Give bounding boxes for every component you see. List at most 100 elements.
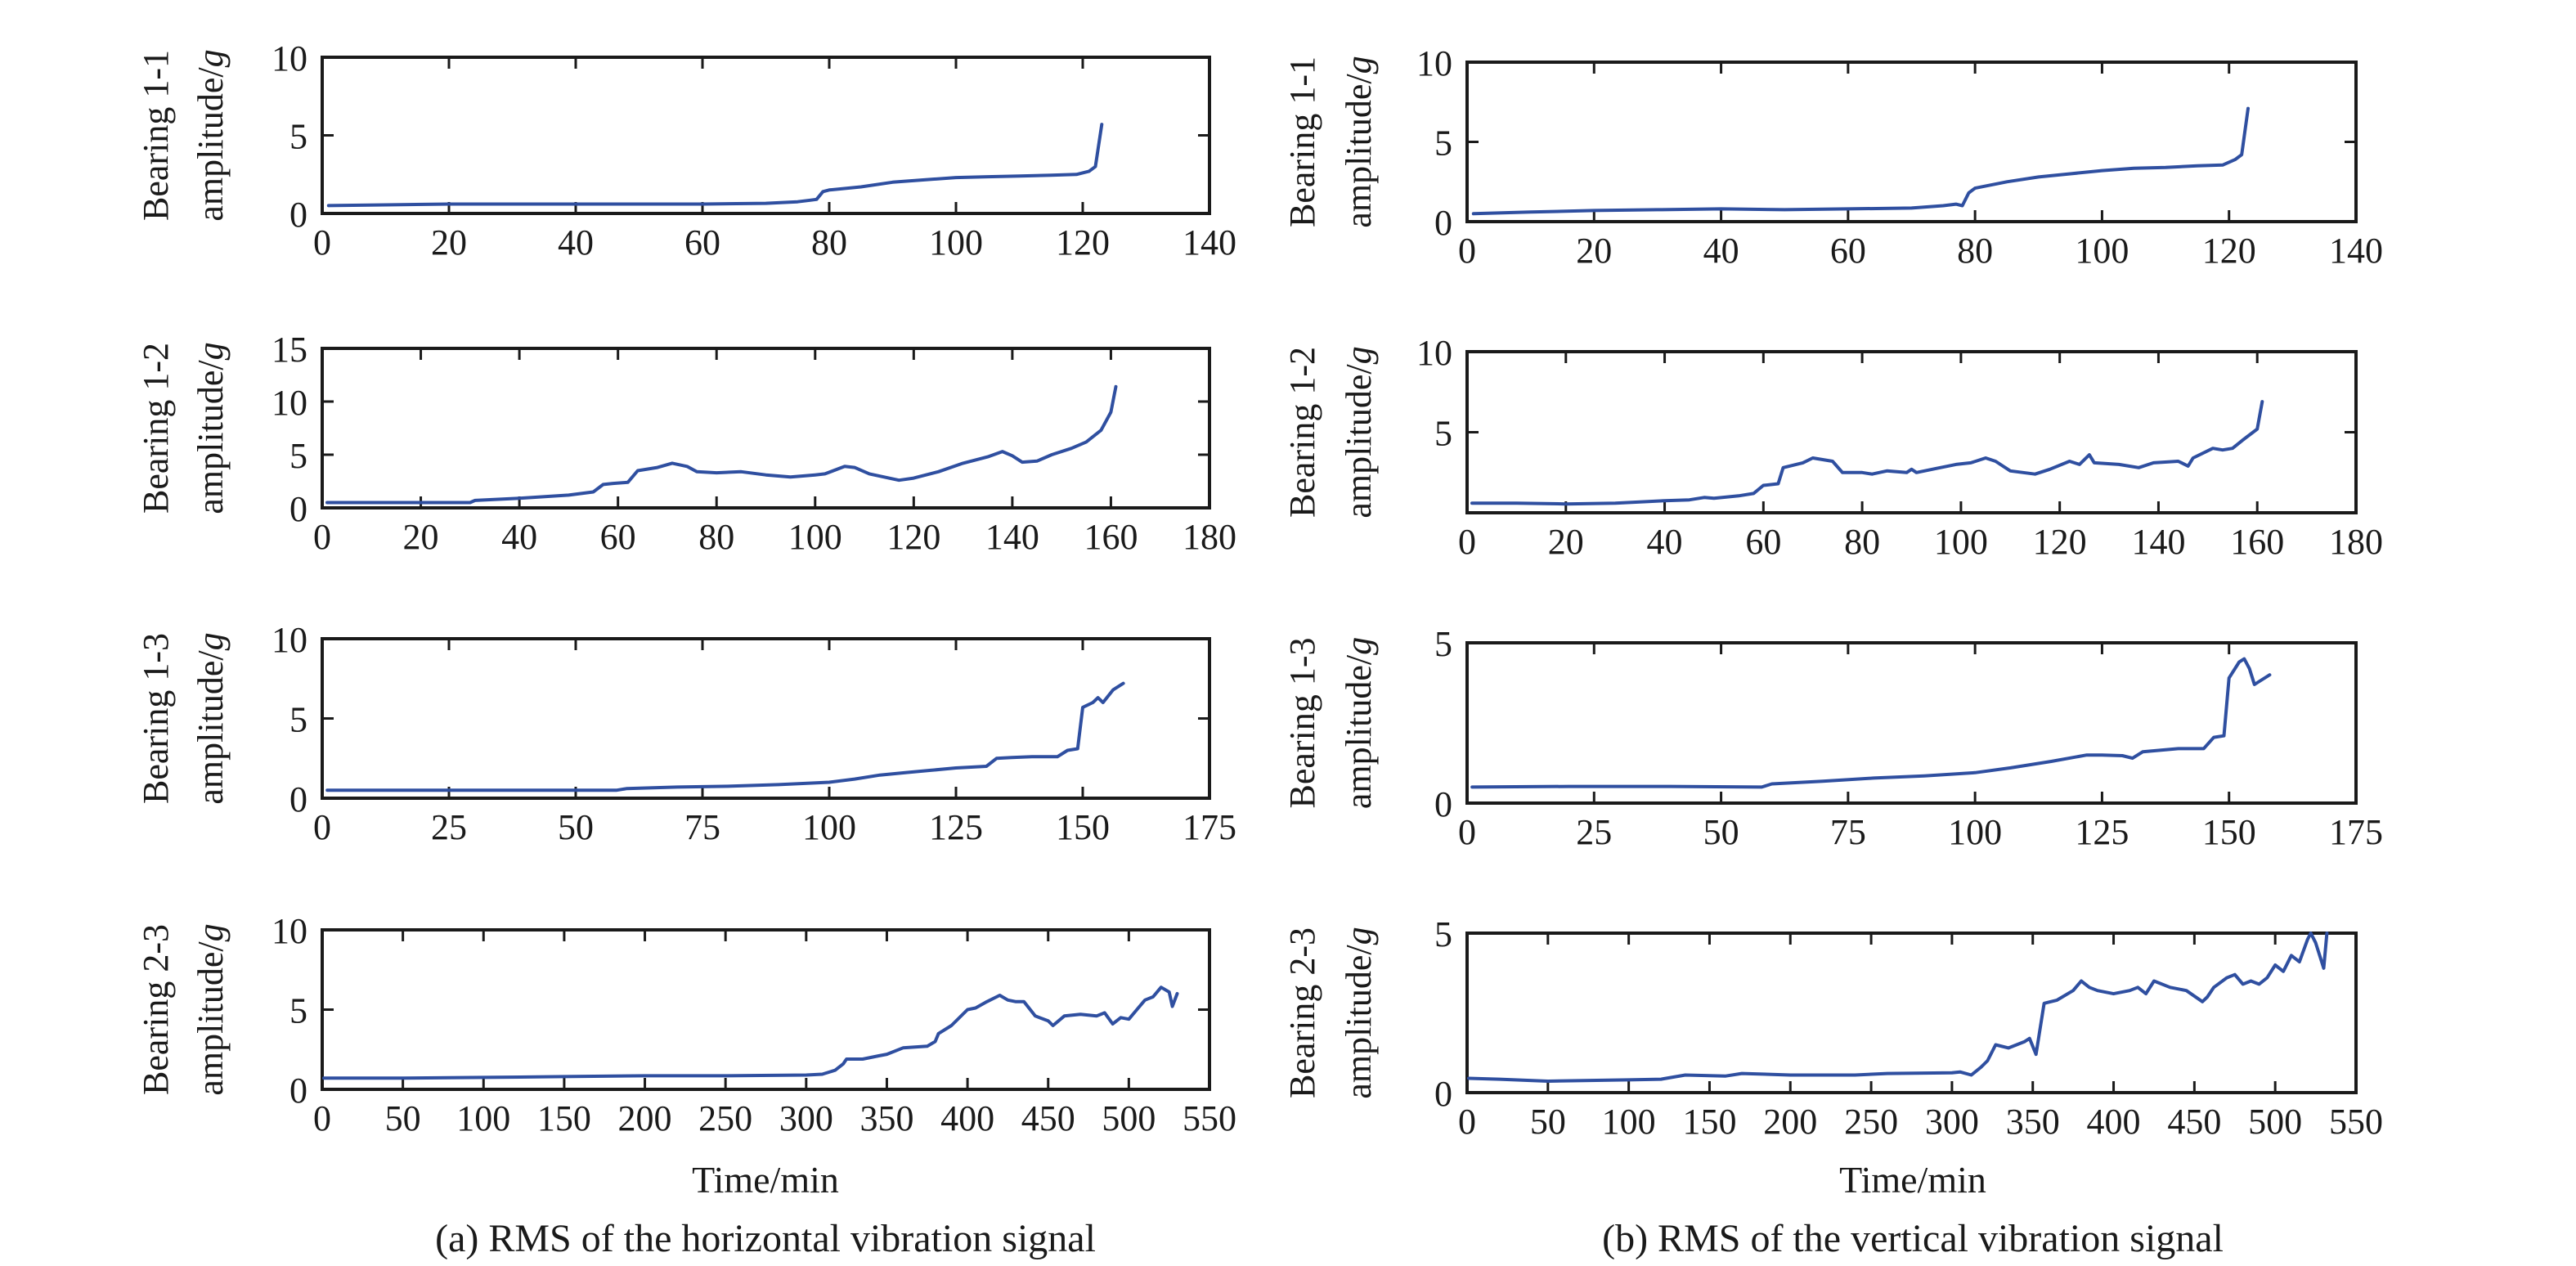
x-tick-label: 100 xyxy=(802,807,856,847)
y-axis-label-line2: amplitude/g xyxy=(1339,637,1379,809)
x-tick-label: 120 xyxy=(2202,231,2256,271)
series-line-b-2-3 xyxy=(1467,932,2329,1083)
axes-frame xyxy=(1465,61,2358,223)
y-tick-label: 5 xyxy=(1434,624,1452,664)
y-axis-label-line2: amplitude/g xyxy=(191,342,231,514)
y-tick-label: 10 xyxy=(272,38,307,79)
x-tick-label: 50 xyxy=(558,807,594,847)
y-tick-label: 10 xyxy=(1416,333,1452,373)
x-tick-label: 120 xyxy=(886,517,940,557)
caption-a: (a) RMS of the horizontal vibration sign… xyxy=(435,1217,1096,1260)
x-tick-label: 100 xyxy=(456,1098,510,1138)
x-tick-label: 175 xyxy=(1183,807,1236,847)
y-axis-label-line2: amplitude/g xyxy=(191,632,231,804)
x-tick-label: 500 xyxy=(1102,1098,1156,1138)
x-tick-label: 40 xyxy=(1703,231,1739,271)
y-tick-label: 10 xyxy=(1416,43,1452,83)
x-tick-label: 140 xyxy=(2131,522,2185,562)
y-axis-label-line1: Bearing 2-3 xyxy=(1282,927,1322,1098)
x-tick-label: 80 xyxy=(698,517,734,557)
x-tick-label: 0 xyxy=(1458,231,1476,271)
x-tick-label: 140 xyxy=(985,517,1039,557)
x-tick-label: 25 xyxy=(1576,812,1612,852)
y-axis-label-unit: g xyxy=(191,923,231,941)
subplot-a-1-3: 0 25 50 75 100 125 150 175 0 5 10 Bearing 1-3 amplit… xyxy=(136,620,1236,847)
x-tick-label: 60 xyxy=(684,222,720,263)
y-axis-label-line1: Bearing 1-2 xyxy=(136,343,176,514)
y-axis-label-line2: amplitude/g xyxy=(1339,927,1379,1098)
x-tick-label: 400 xyxy=(2087,1102,2141,1142)
x-tick-label: 160 xyxy=(1084,517,1138,557)
series-line-b-1-2 xyxy=(1470,400,2264,506)
x-tick-label: 125 xyxy=(2075,812,2129,852)
series-line-a-1-2 xyxy=(325,384,1118,505)
y-tick-label: 5 xyxy=(289,991,307,1031)
x-tick-label: 175 xyxy=(2329,812,2383,852)
axes-frame xyxy=(321,347,1211,510)
y-axis-label-unit: g xyxy=(1339,56,1379,74)
y-axis-label-unit: g xyxy=(191,342,231,360)
series-line-a-2-3 xyxy=(322,985,1179,1080)
x-tick-label: 150 xyxy=(1682,1102,1736,1142)
y-tick-label: 0 xyxy=(1434,784,1452,824)
subplot-a-1-1: 0 20 40 60 80 100 120 140 0 5 10 Bearing 1-1 amplitu… xyxy=(136,38,1236,263)
axes-frame xyxy=(321,56,1211,215)
subplot-b-1-1: 0 20 40 60 80 100 120 140 0 5 10 Bearing 1-1 amplitu… xyxy=(1282,43,2383,271)
y-axis-label-line1: Bearing 1-1 xyxy=(136,50,176,221)
x-tick-label: 0 xyxy=(1458,812,1476,852)
x-tick-label: 550 xyxy=(2329,1102,2383,1142)
x-tick-label: 350 xyxy=(859,1098,913,1138)
x-tick-label: 400 xyxy=(940,1098,994,1138)
x-tick-label: 250 xyxy=(698,1098,752,1138)
y-tick-label: 5 xyxy=(1434,414,1452,454)
y-axis-label-unit: g xyxy=(1339,346,1379,364)
x-tick-label: 80 xyxy=(1957,231,1993,271)
y-tick-label: 5 xyxy=(1434,123,1452,164)
x-tick-label: 100 xyxy=(1934,522,1988,562)
x-tick-label: 50 xyxy=(1703,812,1739,852)
x-tick-label: 160 xyxy=(2230,522,2284,562)
x-tick-label: 450 xyxy=(1021,1098,1075,1138)
series-line-b-1-1 xyxy=(1471,106,2250,216)
y-axis-label-unit: g xyxy=(1339,927,1379,945)
y-axis-label-quantity: amplitude/ xyxy=(191,360,231,514)
x-tick-label: 150 xyxy=(537,1098,591,1138)
axes-frame xyxy=(1465,350,2358,514)
x-tick-label: 300 xyxy=(779,1098,833,1138)
x-tick-label: 75 xyxy=(1830,812,1866,852)
y-tick-label: 5 xyxy=(289,117,307,157)
x-tick-label: 0 xyxy=(313,517,331,557)
x-tick-label: 20 xyxy=(403,517,439,557)
x-tick-label: 40 xyxy=(558,222,594,263)
x-tick-label: 180 xyxy=(1183,517,1236,557)
x-tick-label: 20 xyxy=(1576,231,1612,271)
y-axis-label-unit: g xyxy=(191,49,231,67)
series-line-b-1-3 xyxy=(1470,657,2272,789)
x-tick-label: 100 xyxy=(788,517,842,557)
axes-frame xyxy=(321,637,1211,800)
x-tick-label: 350 xyxy=(2006,1102,2060,1142)
x-tick-label: 450 xyxy=(2167,1102,2221,1142)
y-axis-label-quantity: amplitude/ xyxy=(1339,74,1379,228)
subplot-a-1-2: 0 20 40 60 80 100 120 140 160 180 0 5 10 15 Bearing 1-… xyxy=(136,330,1236,557)
x-tick-label: 150 xyxy=(1056,807,1110,847)
x-tick-label: 25 xyxy=(431,807,467,847)
y-tick-label: 0 xyxy=(289,1071,307,1111)
y-axis-label-unit: g xyxy=(1339,637,1379,655)
x-tick-label: 120 xyxy=(2033,522,2087,562)
x-tick-label: 0 xyxy=(1458,522,1476,562)
x-tick-label: 100 xyxy=(1948,812,2002,852)
x-tick-label: 80 xyxy=(1844,522,1880,562)
axes-frame xyxy=(1465,641,2358,805)
y-tick-label: 10 xyxy=(272,911,307,951)
x-tick-label: 100 xyxy=(929,222,983,263)
y-axis-label-line2: amplitude/g xyxy=(191,49,231,221)
x-tick-label: 200 xyxy=(1763,1102,1817,1142)
x-tick-label: 40 xyxy=(501,517,537,557)
y-axis-label-line2: amplitude/g xyxy=(191,923,231,1095)
x-tick-label: 300 xyxy=(1925,1102,1979,1142)
x-tick-label: 125 xyxy=(929,807,983,847)
axes-frame xyxy=(1465,932,2358,1094)
